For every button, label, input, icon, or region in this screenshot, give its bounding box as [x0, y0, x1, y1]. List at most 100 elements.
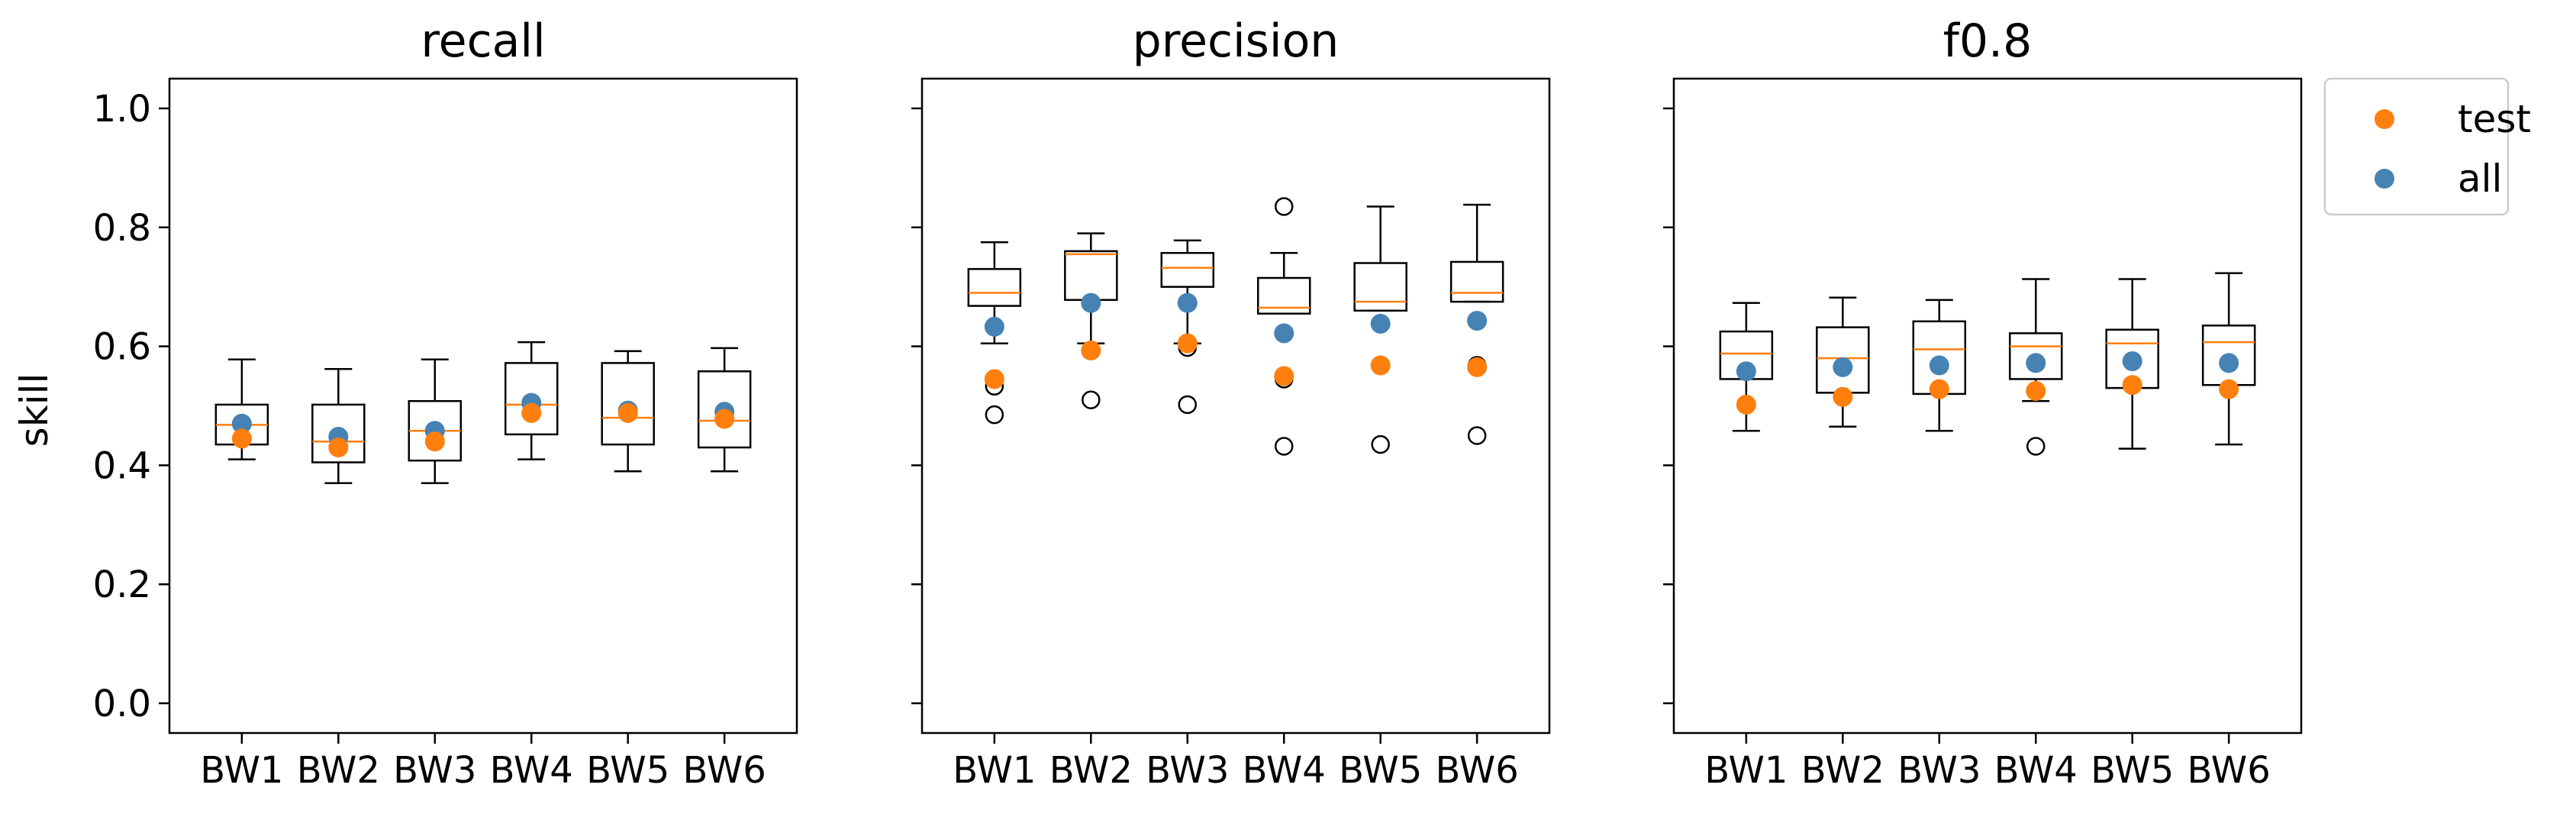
outlier-point: [1274, 437, 1294, 456]
all-point: [2219, 353, 2239, 373]
panel-title: f0.8: [1943, 15, 2033, 68]
x-tick-label: BW3: [1146, 749, 1229, 792]
test-point: [1833, 386, 1853, 407]
box-BW1: [214, 358, 269, 460]
panel-2: precision BW1 BW2 BW3 BW4 BW5 BW6: [911, 15, 1551, 792]
box-BW4: [2008, 278, 2063, 456]
plot-frame: [1672, 77, 2303, 735]
box-iqr: [1449, 260, 1504, 303]
legend-marker-test: [2374, 109, 2394, 129]
test-point: [328, 438, 349, 458]
all-point: [2122, 351, 2142, 372]
all-point: [1736, 361, 1756, 382]
test-point: [617, 402, 638, 423]
x-tick-label: BW6: [1436, 749, 1519, 792]
test-point: [424, 431, 445, 452]
test-point: [1467, 357, 1488, 377]
x-tick-label: BW6: [2188, 749, 2271, 792]
y-tick-label: 0.8: [93, 207, 151, 250]
all-point: [1929, 355, 1949, 376]
test-point: [1370, 355, 1391, 376]
test-point: [1081, 341, 1101, 361]
x-tick-label: BW4: [1243, 749, 1326, 792]
x-tick-label: BW3: [1897, 749, 1981, 792]
box-BW3: [1912, 299, 1967, 432]
box-iqr: [1064, 250, 1118, 302]
all-point: [1177, 292, 1198, 313]
all-point: [984, 316, 1004, 337]
box-iqr: [504, 362, 559, 436]
outlier-point: [985, 405, 1004, 425]
test-point: [521, 402, 542, 423]
all-point: [2026, 353, 2046, 373]
legend-label-all: all: [2458, 157, 2502, 201]
box-iqr: [311, 403, 366, 463]
x-tick-label: BW1: [1704, 749, 1788, 792]
all-point: [1467, 311, 1488, 331]
x-tick-label: BW5: [1339, 749, 1422, 792]
x-tick-label: BW2: [1049, 749, 1133, 792]
test-point: [1274, 366, 1294, 386]
y-tick-label: 1.0: [93, 88, 151, 131]
x-tick-label: BW5: [586, 749, 669, 792]
legend-marker-all: [2374, 169, 2394, 189]
all-point: [1833, 357, 1853, 377]
outlier-point: [2026, 437, 2046, 456]
test-point: [2026, 381, 2046, 402]
test-point: [984, 369, 1004, 389]
panel-3: f0.8 BW1 BW2 BW3 BW4 BW5 BW6: [1663, 15, 2303, 792]
test-point: [1929, 379, 1949, 399]
all-point: [231, 413, 252, 434]
box-iqr: [697, 370, 752, 449]
plot-frame: [920, 77, 1551, 735]
x-tick-label: BW1: [200, 749, 283, 792]
test-point: [231, 428, 252, 449]
panel-title: precision: [1133, 15, 1340, 68]
box-BW3: [1160, 239, 1215, 415]
outlier-point: [1082, 390, 1101, 409]
all-point: [1370, 313, 1391, 334]
y-axis-label: skill: [12, 373, 56, 447]
test-point: [714, 408, 735, 429]
box-BW4: [1256, 197, 1311, 456]
outlier-point: [1274, 197, 1294, 216]
test-point: [1177, 333, 1198, 354]
box-BW2: [311, 367, 366, 485]
panels: recall 0.0 0.2 0.4 0.6 0.8 1.0 BW1 BW2 BW3 BW4 BW5 B…: [93, 15, 2303, 792]
box-iqr: [601, 362, 655, 446]
x-tick-label: BW2: [297, 749, 380, 792]
x-tick-label: BW6: [683, 749, 766, 792]
legend: test all: [2323, 77, 2531, 216]
box-BW5: [1353, 205, 1407, 454]
y-tick-label: 0.4: [93, 444, 151, 487]
box-iqr: [1160, 252, 1215, 288]
x-tick-label: BW5: [2091, 749, 2174, 792]
test-point: [2219, 379, 2239, 399]
plot-frame: [168, 77, 798, 735]
outlier-point: [1467, 426, 1487, 445]
x-tick-label: BW3: [393, 749, 476, 792]
box-iqr: [1256, 276, 1311, 315]
outlier-point: [1178, 395, 1198, 415]
box-iqr: [1353, 262, 1407, 312]
y-tick-label: 0.6: [93, 326, 151, 369]
x-tick-label: BW4: [1994, 749, 2078, 792]
all-point: [1081, 292, 1101, 313]
test-point: [2122, 375, 2142, 396]
box-BW2: [1064, 232, 1118, 409]
panel-title: recall: [421, 15, 545, 68]
box-iqr: [2008, 332, 2063, 380]
box-iqr: [967, 268, 1022, 307]
x-tick-label: BW4: [490, 749, 573, 792]
outlier-point: [1371, 434, 1390, 454]
legend-label-test: test: [2458, 97, 2531, 141]
test-point: [1736, 394, 1756, 415]
all-point: [1274, 323, 1294, 344]
y-tick-label: 0.0: [93, 683, 151, 725]
x-tick-label: BW2: [1801, 749, 1884, 792]
y-tick-label: 0.2: [93, 564, 151, 606]
x-tick-label: BW1: [953, 749, 1036, 792]
panel-1: recall 0.0 0.2 0.4 0.6 0.8 1.0 BW1 BW2 BW3 BW4 BW5 B…: [93, 15, 798, 792]
legend-frame: [2323, 77, 2510, 216]
